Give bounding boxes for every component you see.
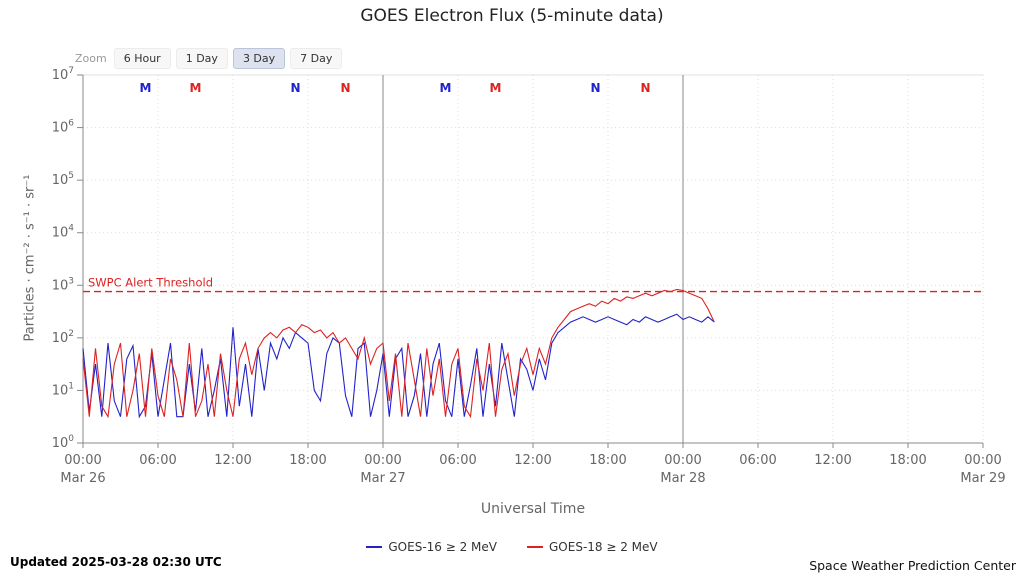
y-tick-label: 104 (52, 224, 75, 241)
y-tick-label: 100 (52, 434, 75, 451)
satellite-marker: N (590, 81, 600, 95)
zoom-control: Zoom 6 Hour 1 Day 3 Day 7 Day (75, 48, 343, 69)
series-line-goes18 (82, 288, 715, 419)
source-attribution: Space Weather Prediction Center (809, 558, 1016, 573)
threshold-label: SWPC Alert Threshold (88, 276, 213, 290)
x-tick-label: 06:00 (439, 453, 476, 468)
satellite-marker: N (640, 81, 650, 95)
goes18-line-swatch-icon (527, 546, 543, 548)
x-date-label: Mar 29 (960, 471, 1005, 486)
satellite-marker: M (140, 81, 152, 95)
legend-item-goes18[interactable]: GOES-18 ≥ 2 MeV (527, 540, 658, 554)
satellite-marker: M (490, 81, 502, 95)
zoom-button-7-day[interactable]: 7 Day (290, 48, 343, 69)
satellite-marker: M (440, 81, 452, 95)
x-tick-label: 00:00 (64, 453, 101, 468)
x-tick-label: 06:00 (139, 453, 176, 468)
chart-legend: GOES-16 ≥ 2 MeV GOES-18 ≥ 2 MeV (0, 540, 1024, 554)
legend-label-goes16: GOES-16 ≥ 2 MeV (388, 540, 497, 554)
zoom-button-3-day[interactable]: 3 Day (232, 48, 286, 69)
y-tick-label: 102 (52, 329, 74, 346)
x-date-label: Mar 27 (360, 471, 405, 486)
x-tick-label: 06:00 (739, 453, 776, 468)
updated-timestamp: Updated 2025-03-28 02:30 UTC (10, 555, 222, 569)
x-tick-label: 00:00 (664, 453, 701, 468)
x-tick-label: 18:00 (289, 453, 326, 468)
x-date-label: Mar 28 (660, 471, 705, 486)
x-tick-label: 12:00 (514, 453, 551, 468)
x-axis-title: Universal Time (480, 501, 586, 517)
x-tick-label: 12:00 (814, 453, 851, 468)
y-tick-label: 101 (52, 381, 74, 398)
zoom-label: Zoom (75, 52, 107, 65)
legend-label-goes18: GOES-18 ≥ 2 MeV (549, 540, 658, 554)
satellite-marker: M (190, 81, 202, 95)
goes16-line-swatch-icon (366, 546, 383, 548)
satellite-marker: N (290, 81, 300, 95)
y-axis-title: Particles · cm⁻² · s⁻¹ · sr⁻¹ (22, 174, 38, 342)
x-tick-label: 00:00 (964, 453, 1001, 468)
x-tick-label: 18:00 (589, 453, 626, 468)
x-tick-label: 00:00 (364, 453, 401, 468)
chart-title: GOES Electron Flux (5-minute data) (360, 6, 664, 26)
y-tick-label: 105 (52, 171, 74, 188)
zoom-button-6-hour[interactable]: 6 Hour (113, 48, 171, 69)
y-tick-label: 107 (52, 66, 74, 83)
satellite-marker: N (340, 81, 350, 95)
y-tick-label: 106 (52, 119, 75, 136)
x-tick-label: 12:00 (214, 453, 251, 468)
series-line-goes16 (82, 313, 715, 419)
x-tick-label: 18:00 (889, 453, 926, 468)
y-tick-label: 103 (52, 276, 74, 293)
zoom-button-1-day[interactable]: 1 Day (175, 48, 228, 69)
legend-item-goes16[interactable]: GOES-16 ≥ 2 MeV (366, 540, 497, 554)
x-date-label: Mar 26 (60, 471, 105, 486)
